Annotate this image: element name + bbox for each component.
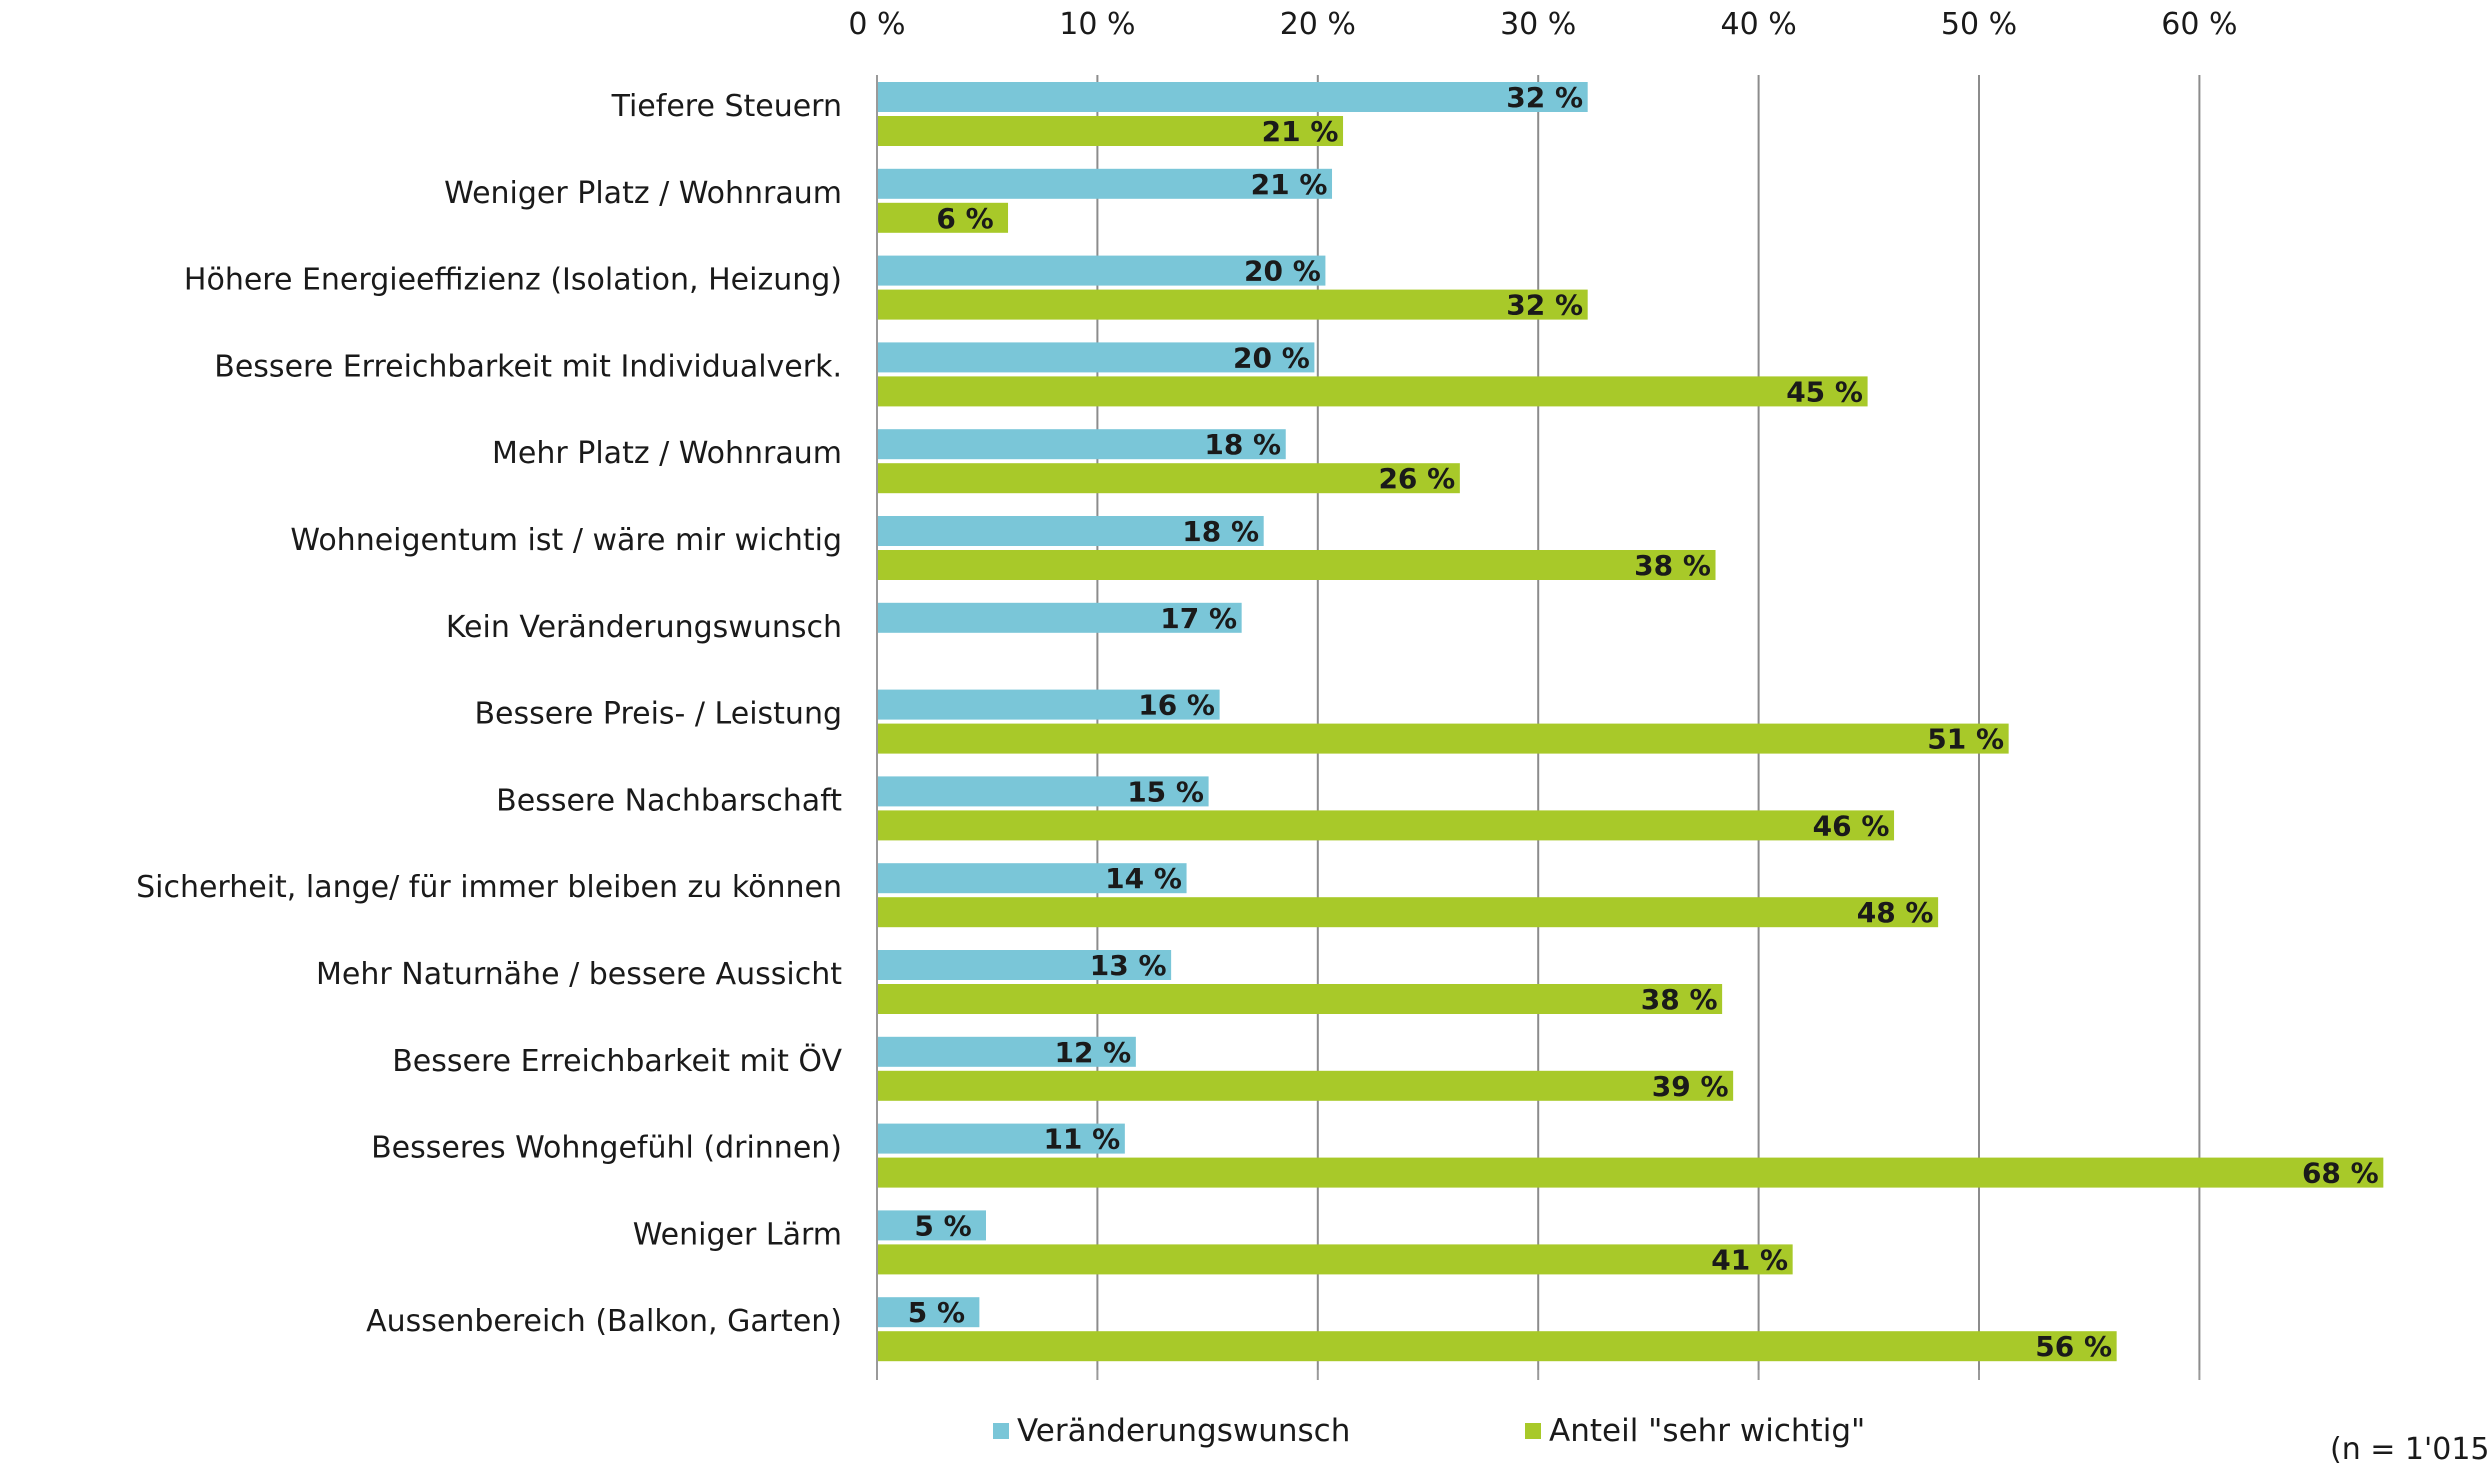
x-tick-label: 50 % — [1941, 7, 2017, 42]
category-label: Höhere Energieeffizienz (Isolation, Heiz… — [184, 263, 842, 298]
bar-veraenderungswunsch — [878, 1036, 1136, 1067]
bar-sehr-wichtig — [878, 289, 1588, 320]
data-label: 32 % — [1506, 289, 1583, 322]
bar-veraenderungswunsch — [878, 602, 1242, 633]
data-label: 45 % — [1786, 375, 1863, 408]
bar-veraenderungswunsch — [878, 689, 1220, 720]
data-label: 39 % — [1652, 1070, 1729, 1103]
legend-item-sehr-wichtig: Anteil "sehr wichtig" — [1525, 1413, 1865, 1449]
category-label: Tiefere Steuern — [611, 89, 842, 124]
category-label: Weniger Lärm — [633, 1217, 842, 1252]
bar-sehr-wichtig — [878, 897, 1939, 928]
data-label: 32 % — [1506, 81, 1583, 114]
category-label: Bessere Erreichbarkeit mit Individualver… — [214, 349, 842, 384]
category-label: Bessere Erreichbarkeit mit ÖV — [392, 1043, 842, 1079]
data-label: 14 % — [1105, 862, 1182, 895]
bar-sehr-wichtig — [878, 1157, 2384, 1188]
bar-veraenderungswunsch — [878, 342, 1315, 373]
data-label: 16 % — [1138, 689, 1215, 722]
data-label: 21 % — [1251, 168, 1328, 201]
data-label: 18 % — [1182, 515, 1259, 548]
bar-sehr-wichtig — [878, 116, 1344, 146]
data-label: 56 % — [2035, 1330, 2112, 1363]
bar-veraenderungswunsch — [878, 776, 1209, 807]
bar-veraenderungswunsch — [878, 168, 1333, 199]
data-label: 48 % — [1857, 896, 1934, 929]
data-label: 6 % — [936, 202, 993, 235]
x-tick-label: 30 % — [1500, 7, 1576, 42]
data-label: 5 % — [908, 1296, 965, 1329]
category-label: Aussenbereich (Balkon, Garten) — [366, 1304, 842, 1339]
bar-veraenderungswunsch — [878, 1123, 1125, 1154]
data-label: 5 % — [914, 1209, 971, 1242]
category-label: Besseres Wohngefühl (drinnen) — [371, 1131, 842, 1166]
category-label: Bessere Preis- / Leistung — [474, 697, 842, 732]
bar-veraenderungswunsch — [878, 429, 1286, 460]
data-label: 46 % — [1813, 809, 1890, 842]
legend-swatch-veraenderungswunsch — [993, 1423, 1009, 1439]
bar-sehr-wichtig — [878, 1244, 1793, 1275]
data-label: 17 % — [1160, 602, 1237, 635]
bar-veraenderungswunsch — [878, 255, 1326, 286]
data-label: 68 % — [2302, 1157, 2379, 1190]
data-label: 20 % — [1233, 341, 1310, 374]
data-label: 41 % — [1711, 1243, 1788, 1276]
category-label: Bessere Nachbarschaft — [496, 783, 842, 818]
bar-veraenderungswunsch — [878, 950, 1172, 980]
data-label: 21 % — [1262, 115, 1339, 148]
bar-sehr-wichtig — [878, 723, 2009, 754]
category-label: Wohneigentum ist / wäre mir wichtig — [290, 523, 842, 558]
data-label: 20 % — [1244, 255, 1321, 288]
legend-label-veraenderungswunsch: Veränderungswunsch — [1017, 1413, 1351, 1449]
x-tick-label: 20 % — [1280, 7, 1356, 42]
bar-sehr-wichtig — [878, 1070, 1734, 1101]
bar-veraenderungswunsch — [878, 516, 1264, 546]
bar-sehr-wichtig — [878, 550, 1716, 580]
x-tick-label: 40 % — [1720, 7, 1796, 42]
bar-sehr-wichtig — [878, 1331, 2117, 1362]
category-label: Sicherheit, lange/ für immer bleiben zu … — [136, 870, 842, 905]
data-label: 13 % — [1090, 949, 1167, 982]
data-label: 51 % — [1927, 723, 2004, 756]
bar-sehr-wichtig — [878, 810, 1895, 841]
data-label: 38 % — [1634, 549, 1711, 582]
category-label: Mehr Platz / Wohnraum — [492, 436, 842, 471]
bar-sehr-wichtig — [878, 463, 1460, 494]
data-label: 38 % — [1641, 983, 1718, 1016]
data-label: 26 % — [1378, 462, 1455, 495]
bar-sehr-wichtig — [878, 376, 1868, 407]
x-tick-label: 60 % — [2161, 7, 2237, 42]
legend-swatch-sehr-wichtig — [1525, 1423, 1541, 1439]
sample-size-note: (n = 1'015) — [2330, 1432, 2488, 1467]
bar-veraenderungswunsch — [878, 82, 1588, 112]
data-label: 18 % — [1204, 428, 1281, 461]
data-label: 11 % — [1043, 1123, 1120, 1156]
category-label: Kein Veränderungswunsch — [446, 610, 842, 645]
bar-veraenderungswunsch — [878, 863, 1187, 894]
category-label: Mehr Naturnähe / bessere Aussicht — [316, 957, 842, 992]
bar-sehr-wichtig — [878, 984, 1723, 1014]
bar-veraenderungswunsch — [878, 1210, 986, 1241]
bar-sehr-wichtig — [878, 202, 1009, 233]
bar-veraenderungswunsch — [878, 1297, 980, 1328]
legend-label-sehr-wichtig: Anteil "sehr wichtig" — [1549, 1413, 1866, 1449]
category-label: Weniger Platz / Wohnraum — [444, 176, 842, 211]
x-tick-label: 0 % — [848, 7, 905, 42]
data-label: 12 % — [1054, 1036, 1131, 1069]
legend-item-veraenderungswunsch: Veränderungswunsch — [993, 1413, 1350, 1449]
x-tick-label: 10 % — [1059, 7, 1135, 42]
data-label: 15 % — [1127, 775, 1204, 808]
